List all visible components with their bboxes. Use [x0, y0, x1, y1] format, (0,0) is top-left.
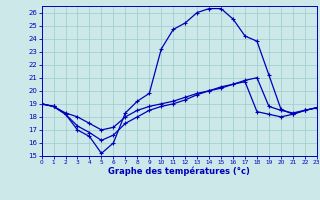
X-axis label: Graphe des températures (°c): Graphe des températures (°c) — [108, 167, 250, 176]
